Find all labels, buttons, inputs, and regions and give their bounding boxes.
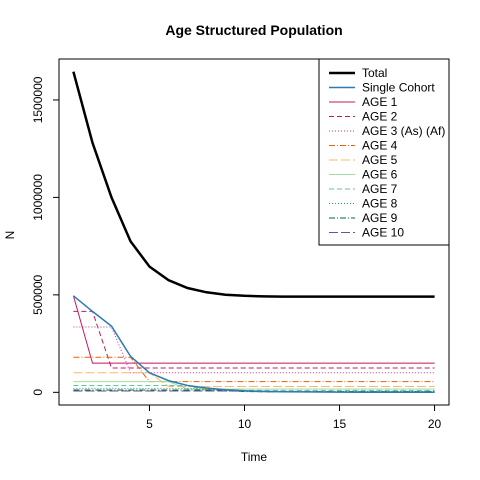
legend-entry: Total	[362, 66, 387, 80]
legend-entry: AGE 3 (As) (Af)	[362, 124, 445, 138]
series-line-age-2	[73, 310, 435, 369]
series-line-age-3-as-af	[73, 326, 435, 374]
y-tick-label: 1500000	[31, 76, 45, 123]
series-line-single-cohort	[72, 295, 435, 394]
chart-title: Age Structured Population	[165, 22, 342, 38]
x-tick-label: 15	[333, 417, 347, 431]
legend-entry: AGE 10	[362, 226, 404, 240]
x-tick-label: 20	[428, 417, 442, 431]
legend-entry: Single Cohort	[362, 81, 435, 95]
legend-entry: AGE 5	[362, 153, 398, 167]
x-tick-label: 10	[238, 417, 252, 431]
y-tick-label: 500000	[31, 275, 45, 315]
y-tick-label: 0	[31, 389, 45, 396]
y-axis-ticks: 0 500000 1000000 1500000	[31, 76, 59, 396]
legend-entry: AGE 9	[362, 211, 398, 225]
series-layer	[72, 71, 435, 394]
series-line-age-4	[73, 356, 435, 383]
legend-entry: AGE 2	[362, 110, 398, 124]
legend-entry: AGE 8	[362, 197, 398, 211]
x-axis-ticks: 5 10 15 20	[146, 405, 442, 431]
y-tick-label: 1000000	[31, 174, 45, 221]
x-axis-label: Time	[241, 450, 268, 464]
legend-entry: AGE 4	[362, 139, 398, 153]
series-line-age-6	[73, 381, 435, 390]
legend-entry: AGE 1	[362, 95, 398, 109]
legend-entry: AGE 6	[362, 168, 398, 182]
series-line-age-1	[72, 295, 435, 364]
legend-box	[318, 58, 450, 246]
x-tick-label: 5	[146, 417, 153, 431]
series-line-age-5	[73, 372, 435, 387]
legend-entry: AGE 7	[362, 182, 398, 196]
series-line-age-7	[73, 385, 435, 391]
series-line-total	[72, 71, 435, 298]
y-axis-label: N	[3, 231, 17, 240]
